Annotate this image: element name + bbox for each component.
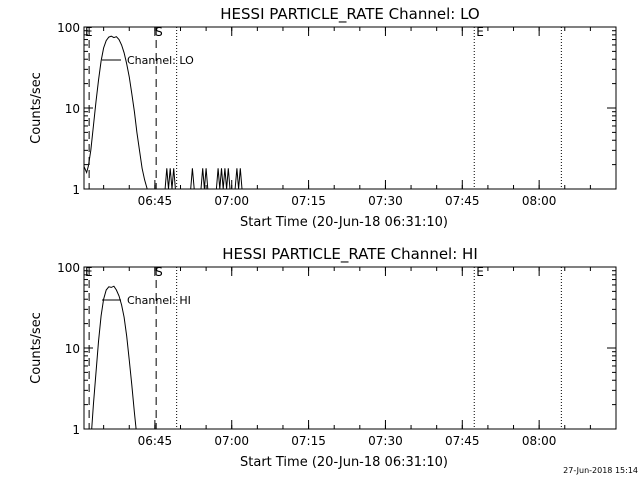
series-line-lo (215, 168, 231, 190)
x-tick-label: 08:00 (522, 434, 557, 448)
legend-label: Channel: HI (127, 294, 191, 307)
x-tick-label: 08:00 (522, 194, 557, 208)
marker-label: E (476, 25, 484, 39)
x-tick-label: 06:45 (138, 434, 173, 448)
series-line-lo (83, 35, 148, 190)
y-tick-label: 1 (72, 183, 80, 197)
series-line-lo (200, 168, 209, 190)
series-line-hi (91, 285, 137, 430)
chart-title: HESSI PARTICLE_RATE Channel: HI (222, 245, 478, 264)
legend-label: Channel: LO (127, 54, 194, 67)
series-line-lo (164, 168, 176, 190)
plot-frame (83, 266, 617, 430)
series-line-lo (234, 168, 243, 190)
y-tick-label: 100 (57, 21, 80, 35)
x-tick-label: 06:45 (138, 194, 173, 208)
marker-label: E (476, 265, 484, 279)
marker-label: S (155, 25, 163, 39)
y-tick-label: 100 (57, 261, 80, 275)
x-axis-label: Start Time (20-Jun-18 06:31:10) (240, 455, 448, 470)
panel-lo: HESSI PARTICLE_RATE Channel: LO 1 10 100 06:… (29, 5, 617, 230)
timestamp-label: 27-Jun-2018 15:14 (563, 466, 638, 475)
x-tick-label: 07:00 (214, 434, 249, 448)
x-tick-label: 07:45 (445, 434, 480, 448)
x-tick-label: 07:15 (291, 434, 326, 448)
x-tick-label: 07:15 (291, 194, 326, 208)
x-tick-label: 07:30 (368, 434, 403, 448)
y-axis-label: Counts/sec (29, 72, 44, 144)
x-tick-label: 07:00 (214, 194, 249, 208)
x-tick-label: 07:45 (445, 194, 480, 208)
series-line-lo (190, 168, 195, 190)
marker-label: E (85, 265, 93, 279)
marker-label: E (85, 25, 93, 39)
y-tick-label: 1 (72, 423, 80, 437)
plot-frame (83, 26, 617, 190)
x-axis-label: Start Time (20-Jun-18 06:31:10) (240, 215, 448, 230)
y-tick-label: 10 (65, 342, 80, 356)
y-tick-label: 10 (65, 102, 80, 116)
chart-title: HESSI PARTICLE_RATE Channel: LO (220, 5, 479, 24)
x-tick-label: 07:30 (368, 194, 403, 208)
y-axis-label: Counts/sec (29, 312, 44, 384)
marker-label: S (155, 265, 163, 279)
panel-hi: HESSI PARTICLE_RATE Channel: HI 1 10 100 06:… (29, 245, 617, 470)
